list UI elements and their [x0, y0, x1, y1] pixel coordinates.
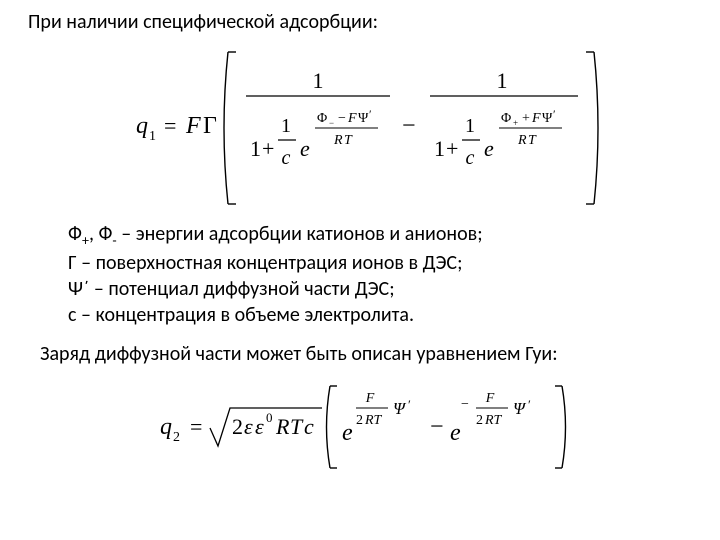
sym-e: e — [300, 136, 310, 161]
sym-eps2: ε — [255, 414, 264, 439]
sym-Psi-a: Ψ — [393, 399, 407, 418]
sym-e-b: e — [450, 420, 461, 446]
sym-Psi-b: Ψ — [513, 399, 527, 418]
sym-plus-e2: + — [522, 111, 530, 126]
sym-zero: 0 — [266, 410, 273, 425]
exp-b: − F 2 RT Ψ ′ — [461, 391, 531, 428]
sym-eq: = — [164, 113, 176, 138]
sym-one-4: 1 — [497, 68, 508, 93]
sym-eps1: ε — [244, 414, 253, 439]
exp-2: Φ + + F Ψ ′ R T — [499, 107, 562, 148]
sym-one-3: 1 — [281, 115, 291, 137]
sym-Phi-plus: Φ — [501, 111, 511, 126]
paren-right-2 — [555, 386, 566, 468]
sym-plus: + — [262, 136, 274, 161]
sym-middle-minus: − — [402, 113, 416, 139]
sym-RT-a: RT — [364, 413, 383, 428]
sym-q2-sub: 2 — [173, 430, 180, 445]
sym-F: F — [185, 113, 201, 139]
sym-T-e1: T — [344, 133, 353, 148]
paren-left — [224, 52, 236, 204]
def-phi-sym2: , Ф — [89, 222, 112, 246]
sym-neg-b: − — [461, 397, 469, 412]
definitions-block: Ф+, Ф- – энергии адсорбции катионов и ан… — [68, 221, 692, 328]
sym-prime-e2: ′ — [553, 107, 556, 121]
sym-RT-b: RT — [484, 413, 503, 428]
sym-one: 1 — [313, 68, 324, 93]
sym-T-e2: T — [528, 133, 537, 148]
sym-F-a: F — [365, 391, 375, 406]
sym-2-a: 2 — [356, 413, 363, 428]
paren-left-2 — [327, 386, 338, 468]
sym-R-e1: R — [333, 133, 343, 148]
sym-prime-e1: ′ — [369, 107, 372, 121]
def-phi: Ф+, Ф- – энергии адсорбции катионов и ан… — [68, 221, 692, 250]
sym-F-e1: F — [347, 111, 357, 126]
exp-a: F 2 RT Ψ ′ — [356, 391, 411, 428]
sym-R2: R — [275, 414, 290, 439]
heading-specific-adsorption: При наличии специфической адсорбции: — [28, 10, 692, 34]
sym-prime-a: ′ — [408, 397, 411, 412]
sym-q: q — [136, 113, 148, 139]
def-gamma: Г – поверхностная концентрация ионов в Д… — [68, 250, 692, 276]
sym-F-b: F — [485, 391, 495, 406]
sym-T2: T — [290, 414, 304, 439]
sym-prime-b: ′ — [528, 397, 531, 412]
sym-e-a: e — [342, 420, 353, 446]
sym-Psi-e2: Ψ — [542, 111, 553, 126]
sym-minus-mid2: − — [430, 414, 444, 440]
sym-Phi-plus-sub: + — [513, 118, 518, 128]
sym-one-5: 1 — [434, 136, 445, 161]
sym-plus-2: + — [446, 136, 458, 161]
sym-two: 2 — [232, 414, 243, 439]
sym-Phi-minus-sub: − — [329, 118, 334, 128]
def-phi-sub1: + — [82, 232, 89, 249]
sym-q2: q — [160, 414, 172, 440]
sym-Phi-minus: Φ — [317, 111, 327, 126]
sym-q-sub: 1 — [149, 129, 156, 144]
sym-minus-e1: − — [338, 111, 346, 126]
sym-Psi-e1: Ψ — [358, 111, 369, 126]
formula-q2: q 2 = 2 ε ε 0 R T c — [28, 372, 692, 477]
sym-e-2: e — [484, 136, 494, 161]
sym-c: c — [282, 147, 291, 169]
sym-c2: c — [304, 414, 314, 439]
sym-F-e2: F — [531, 111, 541, 126]
def-psi: Ψ´ – потенциал диффузной части ДЭС; — [68, 276, 692, 302]
gouy-statement: Заряд диффузной части может быть описан … — [40, 342, 692, 366]
sym-one-6: 1 — [465, 115, 475, 137]
formula-q1: q 1 = F Γ 1 — [28, 38, 692, 213]
exp-1: Φ − − F Ψ ′ R T — [315, 107, 378, 148]
sym-R-e2: R — [517, 133, 527, 148]
sym-Gamma: Γ — [203, 113, 217, 139]
sym-2-b: 2 — [476, 413, 483, 428]
sym-c-2: c — [466, 147, 475, 169]
sym-eq2: = — [190, 414, 202, 439]
sym-one-2: 1 — [250, 136, 261, 161]
def-phi-sym1: Ф — [68, 222, 82, 246]
def-phi-text: – энергии адсорбции катионов и анионов; — [117, 222, 483, 246]
paren-right — [586, 52, 598, 204]
def-c: с – концентрация в объеме электролита. — [68, 302, 692, 328]
